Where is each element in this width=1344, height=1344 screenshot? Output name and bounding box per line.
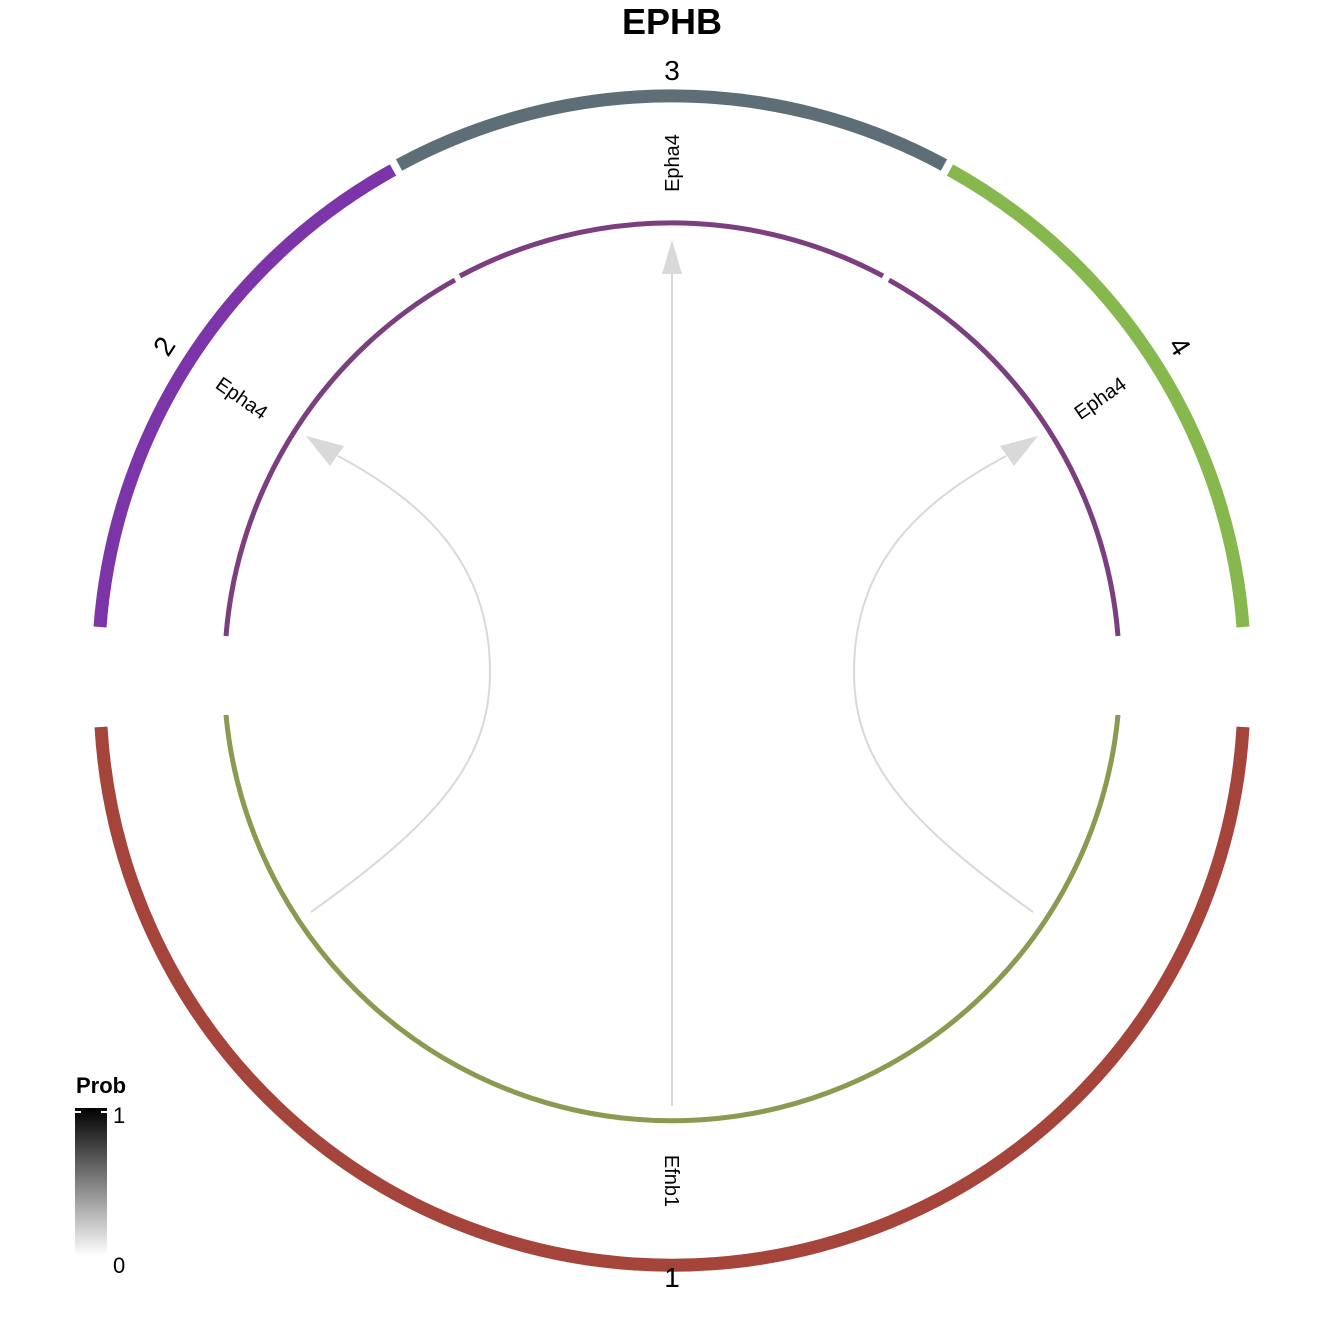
receptor-track-2 bbox=[223, 277, 457, 637]
legend-title: Prob bbox=[76, 1073, 126, 1098]
gene-label-ligand-1: Efnb1 bbox=[660, 1155, 682, 1207]
gene-label-receptor-3: Epha4 bbox=[662, 134, 684, 192]
group-arc-3 bbox=[395, 89, 948, 171]
group-arc-4 bbox=[946, 164, 1250, 628]
link-1-to-2 bbox=[310, 455, 492, 913]
group-arc-2 bbox=[93, 164, 397, 628]
receptor-track-4 bbox=[887, 277, 1121, 637]
receptor-track-3 bbox=[458, 220, 885, 279]
legend-colorbar bbox=[75, 1108, 107, 1256]
group-label-3: 3 bbox=[664, 55, 680, 86]
gene-label-receptor-4: Epha4 bbox=[1071, 373, 1131, 424]
link-arrow-1-to-4 bbox=[1000, 436, 1038, 466]
legend-min-label: 0 bbox=[113, 1253, 125, 1278]
link-1-to-4 bbox=[852, 455, 1034, 913]
legend-max-label: 1 bbox=[113, 1103, 125, 1128]
links bbox=[306, 240, 1038, 1106]
group-label-1: 1 bbox=[664, 1262, 680, 1293]
group-label-4: 4 bbox=[1163, 331, 1197, 361]
group-label-2: 2 bbox=[147, 331, 181, 361]
diagram-title: EPHB bbox=[622, 1, 722, 42]
link-arrow-1-to-2 bbox=[306, 436, 344, 466]
ligand-track-1 bbox=[223, 714, 1121, 1124]
group-arc-1 bbox=[94, 726, 1250, 1272]
prob-legend: Prob 1 0 bbox=[75, 1073, 126, 1278]
gene-label-receptor-2: Epha4 bbox=[211, 373, 271, 424]
link-arrow-1-to-3 bbox=[662, 240, 682, 274]
